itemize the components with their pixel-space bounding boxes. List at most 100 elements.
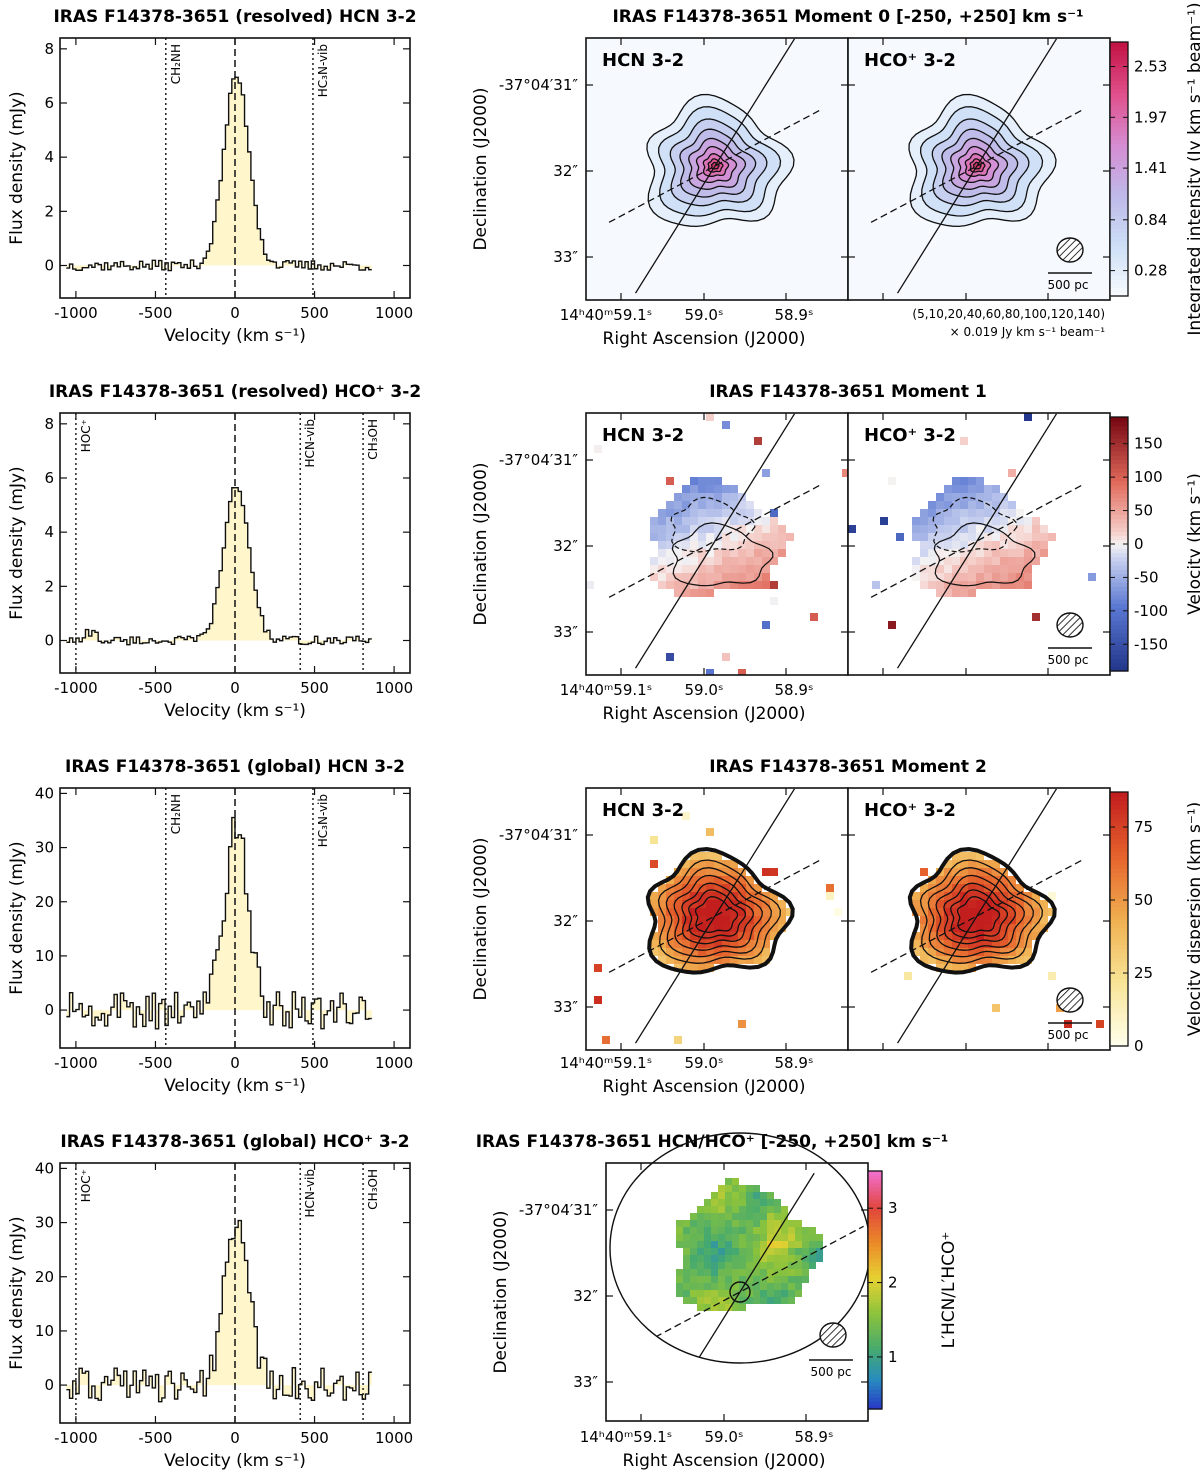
map-pixel [968, 868, 976, 876]
ratio-pixel [697, 1283, 704, 1290]
ratio-pixel [774, 1297, 781, 1304]
map-pixel [968, 557, 976, 565]
ratio-pixel [690, 1234, 697, 1241]
ratio-pixel [718, 1276, 725, 1283]
map-pixel [952, 908, 960, 916]
x-tick-label: 0 [230, 304, 240, 322]
map-pixel [968, 948, 976, 956]
y-tick-label: 8 [44, 415, 54, 433]
colorbar-segment [1110, 527, 1128, 532]
map-pixel [1032, 916, 1040, 924]
map-pixel [722, 493, 730, 501]
ratio-pixel [711, 1213, 718, 1220]
map-pixel [1008, 940, 1016, 948]
map-pixel [960, 852, 968, 860]
colorbar-segment [868, 1393, 882, 1398]
map-pixel [1000, 501, 1008, 509]
map-pixel [976, 876, 984, 884]
map-pixel [778, 908, 786, 916]
x-tick-label: 500 [300, 1054, 329, 1072]
map-pixel [714, 501, 722, 509]
ratio-pixel [725, 1269, 732, 1276]
map-pixel [952, 549, 960, 557]
ratio-pixel [690, 1213, 697, 1220]
colorbar-segment [1110, 586, 1128, 592]
map-pixel [770, 525, 778, 533]
map-pixel [1000, 956, 1008, 964]
map-pixel [1096, 1020, 1104, 1028]
map-pixel [682, 541, 690, 549]
colorbar-segment [1110, 262, 1128, 267]
map-pixel [730, 557, 738, 565]
colorbar-segment [1110, 287, 1128, 293]
map-pixel [770, 597, 778, 605]
dec-tick-label: 32″ [553, 912, 578, 930]
map-pixel [1024, 956, 1032, 964]
map-pixel [960, 876, 968, 884]
map-pixel [714, 557, 722, 565]
ratio-pixel [697, 1276, 704, 1283]
x-tick-label: 1000 [375, 304, 413, 322]
map-pixel [690, 948, 698, 956]
map-pixel [1008, 501, 1016, 509]
map-pixel [952, 525, 960, 533]
map-pixel [920, 525, 928, 533]
map-pixel [722, 541, 730, 549]
map-pixel [754, 900, 762, 908]
ratio-pixel [760, 1206, 767, 1213]
ratio-pixel [697, 1290, 704, 1297]
map-pixel [730, 956, 738, 964]
ratio-pixel [774, 1199, 781, 1206]
map-pixel [928, 932, 936, 940]
colorbar-segment [868, 1373, 882, 1378]
map-pixel [746, 541, 754, 549]
colorbar-segment [1110, 885, 1128, 890]
map-pixel [1024, 525, 1032, 533]
colorbar-segment [868, 1365, 882, 1370]
map-pixel [738, 525, 746, 533]
map-pixel [690, 868, 698, 876]
map-pixel [952, 509, 960, 517]
ratio-pixel [704, 1248, 711, 1255]
ratio-pixel [781, 1220, 788, 1227]
map-pixel [1000, 573, 1008, 581]
map-pixel [770, 932, 778, 940]
ratio-pixel [683, 1234, 690, 1241]
map-pixel [650, 573, 658, 581]
ratio-pixel [690, 1241, 697, 1248]
map-pixel [658, 533, 666, 541]
colorbar-segment [868, 1385, 882, 1390]
contour-levels-note: (5,10,20,40,60,80,100,120,140) [912, 307, 1105, 321]
map-pixel [714, 517, 722, 525]
ratio-pixel [718, 1297, 725, 1304]
ratio-pixel [767, 1262, 774, 1269]
map-pixel [706, 892, 714, 900]
map-pixel [714, 940, 722, 948]
ratio-pixel [781, 1297, 788, 1304]
colorbar-segment [1110, 450, 1128, 456]
map-pixel [586, 581, 594, 589]
map-pixel [650, 836, 658, 844]
map-pixel [690, 485, 698, 493]
colorbar-segment [1110, 75, 1128, 81]
map-pixel [746, 557, 754, 565]
panel-species-label: HCN 3-2 [602, 425, 684, 446]
colorbar-segment [868, 1250, 882, 1255]
map-pixel [666, 581, 674, 589]
ratio-pixel [732, 1241, 739, 1248]
colorbar-segment [868, 1361, 882, 1366]
velocity-contour [671, 522, 774, 587]
colorbar-segment [1110, 270, 1128, 276]
colorbar-segment [868, 1238, 882, 1243]
ratio-pixel [683, 1276, 690, 1283]
map-pixel [968, 509, 976, 517]
map-pixel [674, 517, 682, 525]
map-pixel [968, 932, 976, 940]
map-pixel [960, 956, 968, 964]
colorbar-segment [1110, 637, 1128, 642]
map-pixel [666, 565, 674, 573]
map-pixel [698, 573, 706, 581]
map-pixel [714, 884, 722, 892]
map-pixel [1024, 541, 1032, 549]
map-pixel [730, 541, 738, 549]
